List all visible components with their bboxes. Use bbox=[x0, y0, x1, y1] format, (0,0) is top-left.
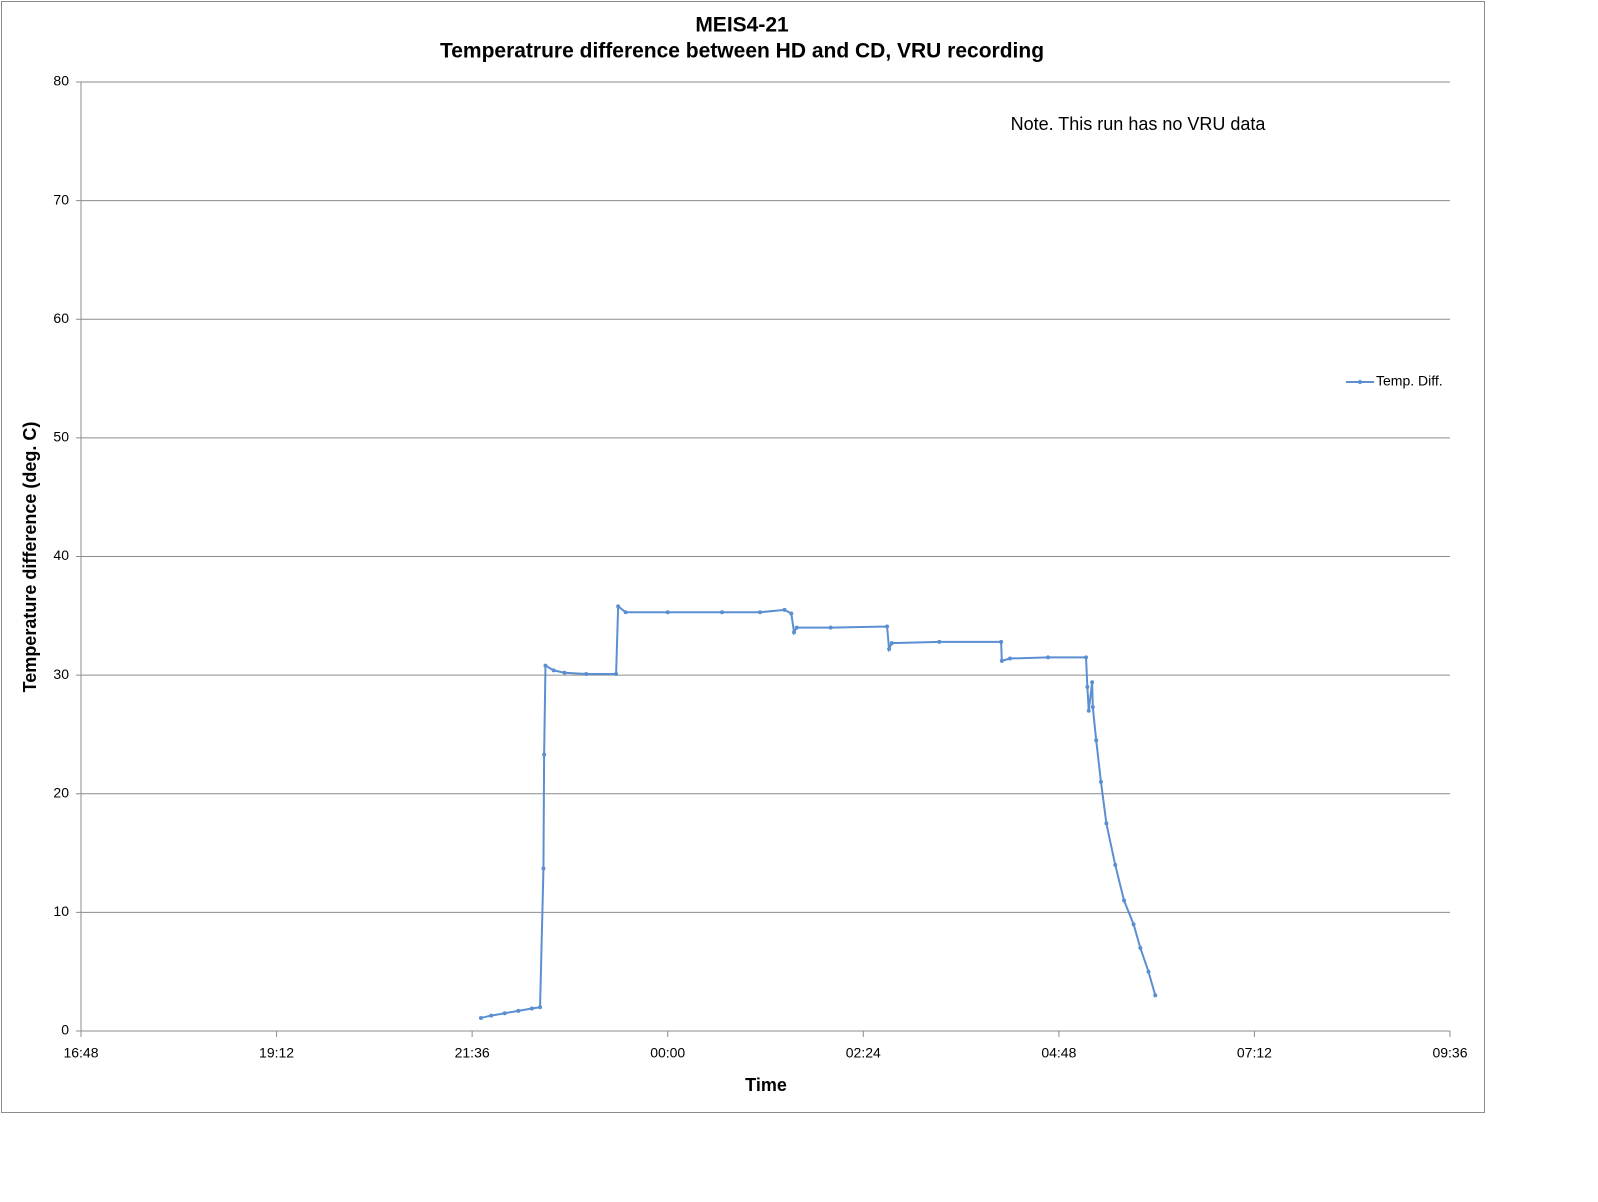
y-tick-label: 30 bbox=[53, 666, 69, 682]
data-point bbox=[999, 639, 1004, 644]
data-point bbox=[538, 1005, 543, 1010]
x-tick-label: 07:12 bbox=[1237, 1045, 1272, 1061]
legend-marker bbox=[1358, 380, 1362, 384]
data-point bbox=[885, 624, 890, 629]
data-point bbox=[542, 752, 547, 757]
data-point bbox=[665, 610, 670, 615]
legend-label: Temp. Diff. bbox=[1376, 373, 1443, 389]
data-point bbox=[1153, 993, 1158, 998]
data-point bbox=[1131, 922, 1136, 927]
data-point bbox=[516, 1008, 521, 1013]
data-point bbox=[887, 647, 892, 652]
data-point bbox=[1090, 705, 1095, 710]
x-tick-label: 09:36 bbox=[1432, 1045, 1467, 1061]
y-tick-label: 40 bbox=[53, 547, 69, 563]
data-point bbox=[720, 610, 725, 615]
data-point bbox=[623, 610, 628, 615]
data-point bbox=[1090, 680, 1095, 685]
data-point bbox=[616, 604, 621, 609]
data-point bbox=[584, 671, 589, 676]
data-point bbox=[1094, 738, 1099, 743]
y-axis-label: Temperature difference (deg. C) bbox=[20, 422, 40, 693]
data-point bbox=[529, 1006, 534, 1011]
y-tick-label: 20 bbox=[53, 784, 69, 800]
x-tick-label: 00:00 bbox=[650, 1045, 685, 1061]
data-point bbox=[543, 663, 548, 668]
data-point bbox=[1122, 898, 1127, 903]
x-tick-label: 19:12 bbox=[259, 1045, 294, 1061]
y-tick-label: 0 bbox=[61, 1022, 69, 1038]
data-point bbox=[758, 610, 763, 615]
data-point bbox=[789, 611, 794, 616]
data-point bbox=[1098, 779, 1103, 784]
data-point bbox=[1138, 945, 1143, 950]
x-tick-label: 21:36 bbox=[455, 1045, 490, 1061]
data-point bbox=[1113, 862, 1118, 867]
data-point bbox=[551, 668, 556, 673]
annotation: Note. This run has no VRU data bbox=[1011, 114, 1267, 134]
y-tick-label: 70 bbox=[53, 191, 69, 207]
data-point bbox=[562, 670, 567, 675]
chart-title: MEIS4-21 bbox=[695, 14, 789, 37]
x-tick-label: 02:24 bbox=[846, 1045, 881, 1061]
data-point bbox=[478, 1015, 483, 1020]
y-tick-label: 50 bbox=[53, 429, 69, 445]
data-point bbox=[937, 639, 942, 644]
data-point bbox=[782, 607, 787, 612]
data-point bbox=[999, 658, 1004, 663]
chart-subtitle: Temperatrure difference between HD and C… bbox=[440, 40, 1044, 63]
data-point bbox=[889, 641, 894, 646]
data-point bbox=[541, 866, 546, 871]
x-tick-label: 16:48 bbox=[63, 1045, 98, 1061]
data-point bbox=[792, 630, 797, 635]
data-point bbox=[1086, 708, 1091, 713]
x-tick-label: 04:48 bbox=[1041, 1045, 1076, 1061]
data-point bbox=[502, 1011, 507, 1016]
y-tick-label: 60 bbox=[53, 310, 69, 326]
data-point bbox=[1084, 655, 1089, 660]
data-point bbox=[489, 1013, 494, 1018]
data-point bbox=[1085, 684, 1090, 689]
data-point bbox=[1146, 969, 1151, 974]
y-tick-label: 10 bbox=[53, 903, 69, 919]
data-point bbox=[794, 625, 799, 630]
x-axis-label: Time bbox=[745, 1075, 787, 1095]
data-point bbox=[828, 625, 833, 630]
data-point bbox=[1007, 656, 1012, 661]
y-tick-label: 80 bbox=[53, 73, 69, 89]
data-point bbox=[1045, 655, 1050, 660]
data-point bbox=[1104, 821, 1109, 826]
data-point bbox=[614, 671, 619, 676]
